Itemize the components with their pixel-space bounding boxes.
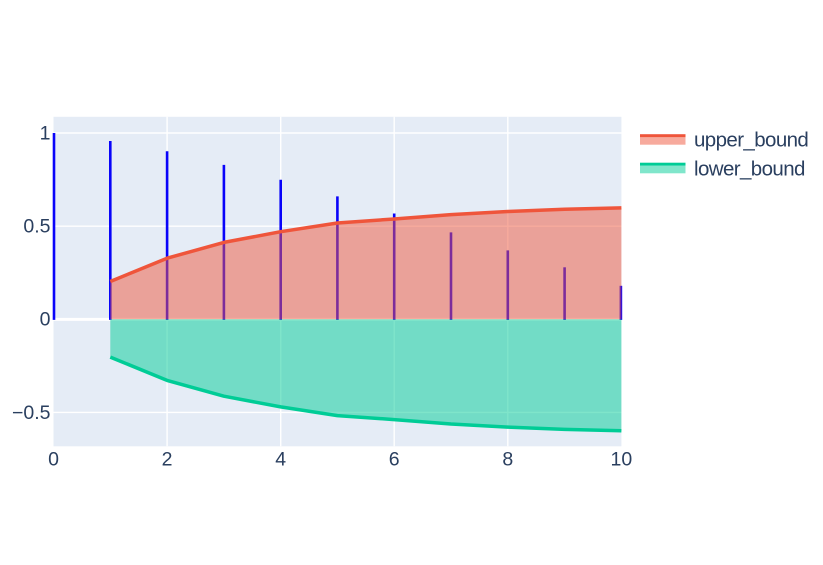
svg-text:2: 2 (162, 449, 173, 471)
svg-text:0: 0 (40, 309, 51, 331)
svg-text:lower_bound: lower_bound (694, 157, 805, 180)
svg-text:10: 10 (611, 449, 633, 471)
svg-text:1: 1 (40, 122, 51, 144)
svg-text:upper_bound: upper_bound (694, 129, 808, 152)
svg-text:0: 0 (48, 449, 59, 471)
svg-text:4: 4 (275, 449, 286, 471)
svg-text:0.5: 0.5 (23, 216, 50, 238)
svg-text:6: 6 (389, 449, 400, 471)
svg-text:8: 8 (502, 449, 513, 471)
svg-text:−0.5: −0.5 (12, 402, 51, 424)
